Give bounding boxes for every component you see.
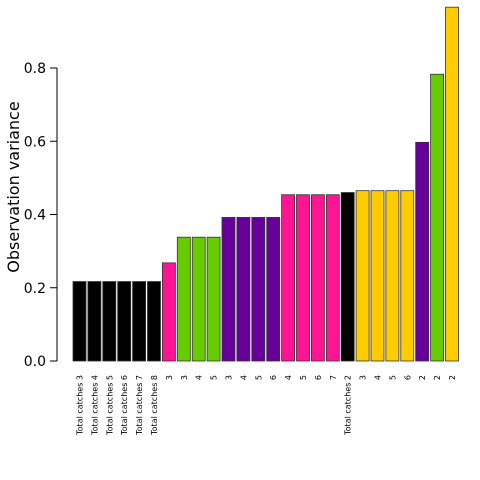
bar — [385, 190, 400, 362]
bar — [72, 281, 87, 362]
y-tick-label: 0.8 — [24, 61, 46, 77]
y-axis: 0.0 0.2 0.4 0.6 0.8 — [24, 61, 58, 370]
bar — [176, 236, 191, 362]
x-tick-label: 3 — [225, 375, 234, 380]
bar — [430, 73, 445, 362]
x-tick-label: 4 — [374, 375, 383, 380]
bar — [355, 190, 370, 362]
x-tick-label: 6 — [314, 375, 323, 380]
bar — [251, 217, 266, 362]
bar — [102, 281, 117, 362]
x-tick-label: 5 — [388, 375, 397, 380]
bar — [325, 194, 340, 362]
x-tick-label: 2 — [433, 375, 442, 380]
x-tick-label: Total catches 7 — [135, 375, 144, 436]
bar — [310, 194, 325, 362]
bar — [415, 141, 430, 362]
bar — [132, 281, 147, 362]
x-tick-labels: Total catches 3 Total catches 4 Total catc… — [76, 375, 458, 436]
bar — [281, 194, 296, 362]
x-tick-label: Total catches 8 — [150, 375, 159, 436]
x-tick-label: Total catches 6 — [120, 375, 129, 436]
x-tick-label: Total catches 4 — [90, 375, 99, 436]
x-tick-label: 6 — [269, 375, 278, 380]
x-tick-label: Total catches 2 — [344, 375, 353, 436]
y-tick-label: 0.6 — [24, 134, 46, 150]
x-tick-label: 5 — [210, 375, 219, 380]
bar — [340, 192, 355, 362]
x-tick-label: 2 — [448, 375, 457, 380]
x-tick-label: 5 — [299, 375, 308, 380]
bar — [221, 217, 236, 362]
bar — [161, 262, 176, 362]
x-tick-label: Total catches 3 — [76, 375, 85, 436]
bar — [236, 217, 251, 362]
y-tick-label: 0.0 — [24, 354, 46, 370]
bar — [296, 194, 310, 362]
bar — [445, 6, 459, 362]
x-tick-label: 2 — [418, 375, 427, 380]
x-tick-label: 4 — [195, 375, 204, 380]
x-tick-label: 7 — [329, 375, 338, 380]
bar — [266, 217, 281, 362]
x-tick-label: 3 — [359, 375, 368, 380]
bar — [191, 236, 206, 362]
x-tick-label: 5 — [254, 375, 263, 380]
x-tick-label: 3 — [180, 375, 189, 380]
x-tick-label: 4 — [239, 375, 248, 380]
x-tick-label: Total catches 5 — [105, 375, 114, 436]
bar — [400, 190, 415, 362]
x-tick-label: 6 — [403, 375, 412, 380]
x-tick-label: 3 — [165, 375, 174, 380]
bar — [147, 281, 161, 362]
y-tick-label: 0.2 — [24, 281, 46, 297]
bar — [370, 190, 385, 362]
bar — [206, 236, 221, 362]
bar — [87, 281, 102, 362]
y-axis-title: Observation variance — [4, 101, 23, 272]
bars-group — [72, 6, 459, 362]
bar — [117, 281, 132, 362]
y-tick-label: 0.4 — [24, 208, 46, 224]
x-tick-label: 4 — [284, 375, 293, 380]
